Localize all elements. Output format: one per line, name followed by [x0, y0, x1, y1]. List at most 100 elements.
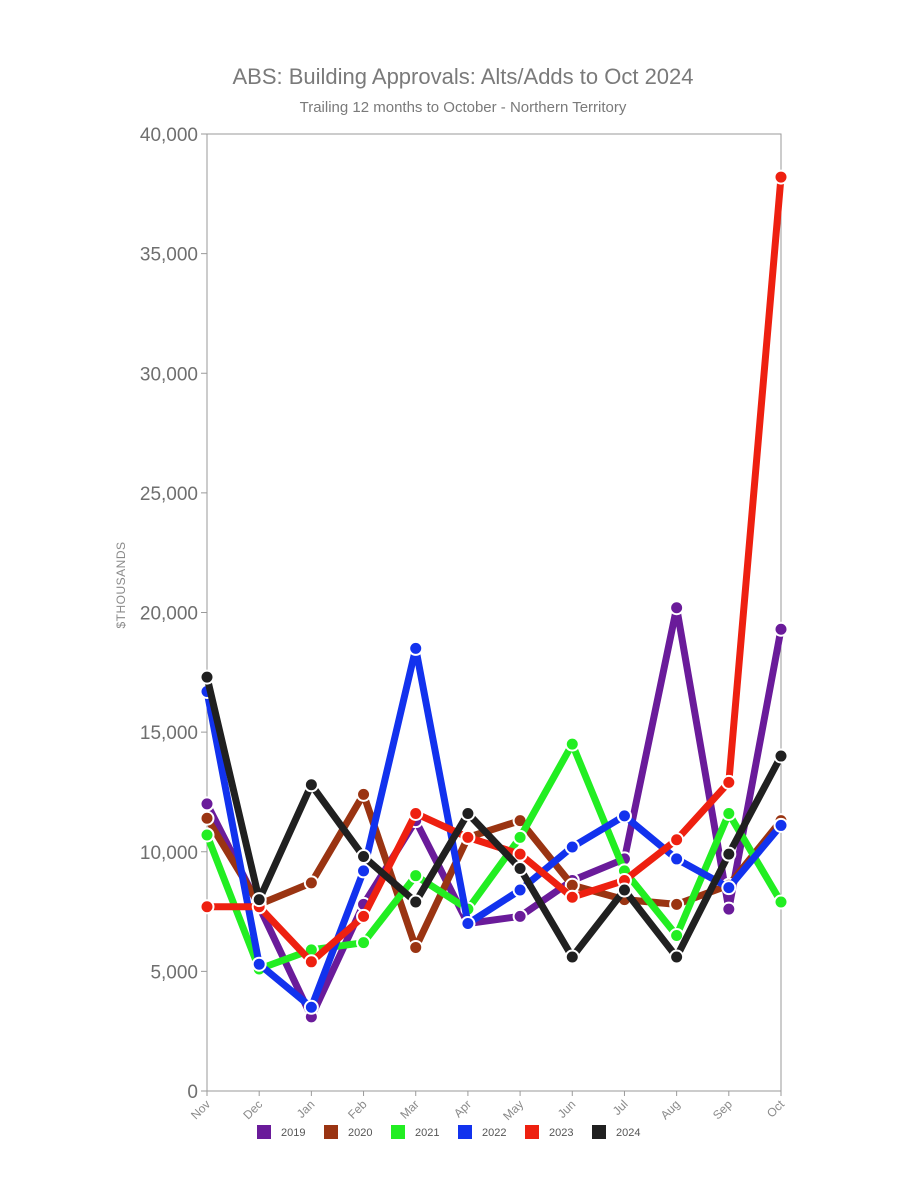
data-point [303, 999, 319, 1015]
x-tick-label: Aug [658, 1097, 683, 1122]
x-tick-label: Jun [555, 1097, 579, 1121]
data-point [564, 839, 580, 855]
data-point [199, 827, 215, 843]
x-tick-label: Feb [345, 1097, 370, 1122]
legend-swatch [458, 1125, 472, 1139]
x-tick-label: Oct [764, 1097, 788, 1121]
x-axis: Nov Dec Jan Feb Mar Apr May Jun Jul Aug Sep Oct [188, 1091, 788, 1123]
legend: 2019 2020 2021 2022 2023 2024 [257, 1125, 640, 1139]
chart-title: ABS: Building Approvals: Alts/Adds to Oc… [232, 64, 693, 89]
x-tick-label: Jul [610, 1097, 631, 1118]
y-tick-label: 25,000 [140, 484, 198, 505]
data-point [512, 908, 528, 924]
data-point [616, 882, 632, 898]
y-tick-label: 30,000 [140, 364, 198, 385]
data-point [512, 829, 528, 845]
legend-item-2019: 2019 [257, 1125, 305, 1139]
data-point [669, 851, 685, 867]
legend-swatch [324, 1125, 338, 1139]
chart-subtitle: Trailing 12 months to October - Northern… [300, 99, 627, 116]
x-tick-label: Dec [240, 1097, 265, 1122]
legend-swatch [257, 1125, 271, 1139]
y-axis-label: $THOUSANDS [114, 541, 128, 628]
legend-label: 2023 [549, 1127, 573, 1139]
data-point [303, 777, 319, 793]
series-line [203, 644, 785, 1011]
data-point [773, 817, 789, 833]
data-point [199, 899, 215, 915]
series-line [203, 673, 785, 961]
y-tick-label: 10,000 [140, 843, 198, 864]
series-layer [199, 169, 789, 1025]
data-point [251, 956, 267, 972]
series-2023 [199, 169, 789, 970]
y-tick-label: 40,000 [140, 125, 198, 146]
data-point [669, 600, 685, 616]
legend-label: 2024 [616, 1127, 640, 1139]
data-point [303, 875, 319, 891]
data-point [199, 810, 215, 826]
y-tick-label: 35,000 [140, 245, 198, 266]
data-point [356, 908, 372, 924]
data-point [669, 949, 685, 965]
data-point [408, 640, 424, 656]
y-tick-label: 0 [187, 1082, 198, 1103]
legend-label: 2021 [415, 1127, 439, 1139]
data-point [669, 927, 685, 943]
series-line [203, 790, 785, 951]
data-point [773, 169, 789, 185]
legend-swatch [592, 1125, 606, 1139]
data-point [460, 805, 476, 821]
series-2024 [199, 669, 789, 965]
data-point [721, 901, 737, 917]
y-tick-label: 20,000 [140, 604, 198, 625]
data-point [564, 949, 580, 965]
data-point [199, 669, 215, 685]
data-point [669, 896, 685, 912]
data-point [460, 916, 476, 932]
legend-item-2024: 2024 [592, 1125, 640, 1139]
data-point [356, 786, 372, 802]
data-point [721, 846, 737, 862]
legend-item-2022: 2022 [458, 1125, 506, 1139]
data-point [669, 832, 685, 848]
data-point [408, 805, 424, 821]
x-tick-label: Jan [294, 1097, 318, 1121]
legend-label: 2022 [482, 1127, 506, 1139]
y-axis: 0 5,000 10,000 15,000 20,000 25,000 30,000 35,0… [140, 125, 207, 1103]
data-point [251, 892, 267, 908]
legend-swatch [525, 1125, 539, 1139]
legend-item-2021: 2021 [391, 1125, 439, 1139]
legend-item-2020: 2020 [324, 1125, 372, 1139]
data-point [564, 736, 580, 752]
data-point [564, 889, 580, 905]
x-tick-label: Apr [451, 1097, 474, 1120]
y-tick-label: 5,000 [150, 962, 198, 983]
series-2022 [199, 640, 789, 1015]
legend-swatch [391, 1125, 405, 1139]
data-point [408, 894, 424, 910]
data-point [460, 829, 476, 845]
x-tick-label: Mar [397, 1097, 422, 1122]
data-point [408, 868, 424, 884]
data-point [199, 796, 215, 812]
legend-label: 2019 [281, 1127, 305, 1139]
data-point [773, 748, 789, 764]
data-point [616, 808, 632, 824]
data-point [356, 849, 372, 865]
data-point [512, 860, 528, 876]
data-point [721, 805, 737, 821]
data-point [408, 939, 424, 955]
data-point [512, 846, 528, 862]
data-point [303, 954, 319, 970]
data-point [773, 621, 789, 637]
legend-label: 2020 [348, 1127, 372, 1139]
legend-item-2023: 2023 [525, 1125, 573, 1139]
data-point [356, 863, 372, 879]
data-point [721, 880, 737, 896]
series-line [203, 740, 785, 973]
data-point [356, 935, 372, 951]
data-point [773, 894, 789, 910]
data-point [721, 774, 737, 790]
